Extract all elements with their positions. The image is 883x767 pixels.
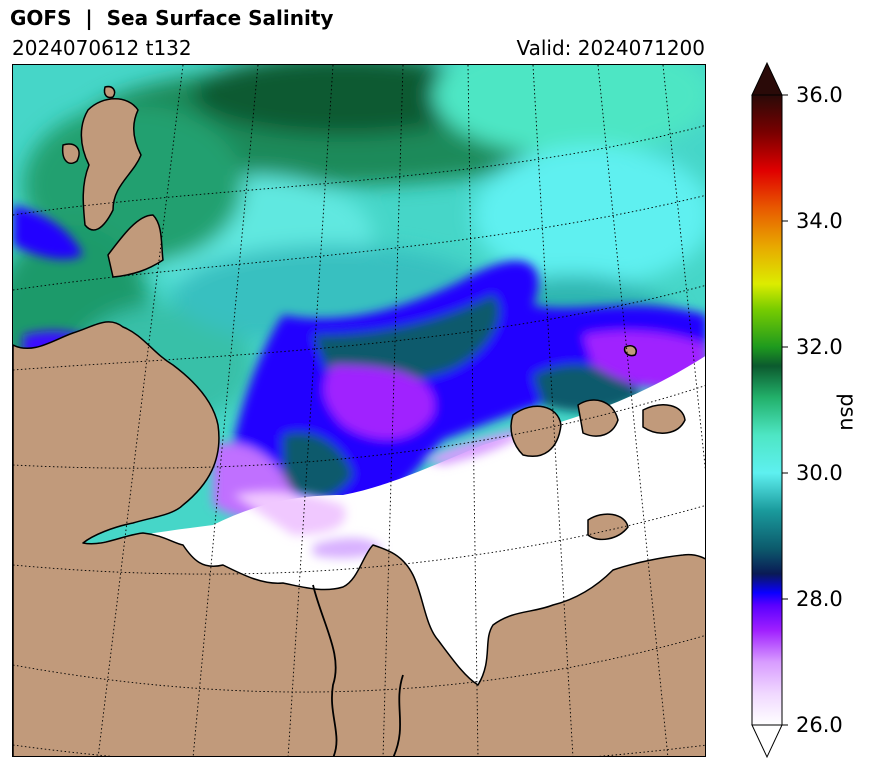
island <box>577 399 619 437</box>
island <box>80 98 142 231</box>
island <box>103 85 116 99</box>
colorbar <box>748 60 788 760</box>
map-canvas <box>13 65 705 756</box>
colorbar-extend-min <box>751 724 783 759</box>
continent <box>13 321 705 756</box>
colorbar-tick-label: 34.0 <box>796 209 843 233</box>
colorbar-svg <box>751 61 788 759</box>
rivers <box>312 584 404 756</box>
island <box>61 143 80 165</box>
colorbar-tick-label: 36.0 <box>796 83 843 107</box>
island <box>107 214 164 278</box>
colorbar-label: psu <box>836 393 860 431</box>
map-title: GOFS | Sea Surface Salinity <box>10 6 334 30</box>
colorbar-tick-label: 32.0 <box>796 335 843 359</box>
land-masses <box>13 85 705 756</box>
island <box>587 513 629 541</box>
island <box>642 404 686 434</box>
run-label: 2024070612 t132 <box>12 36 192 60</box>
colorbar-extend-max <box>751 61 783 96</box>
salinity-map <box>12 64 706 757</box>
island <box>510 405 562 457</box>
graticule <box>13 65 705 756</box>
valid-label: Valid: 2024071200 <box>516 36 705 60</box>
colorbar-gradient <box>751 94 783 726</box>
colorbar-tick-label: 30.0 <box>796 461 843 485</box>
colorbar-tick-label: 28.0 <box>796 587 843 611</box>
island <box>623 344 637 357</box>
colorbar-tick-label: 26.0 <box>796 713 843 737</box>
